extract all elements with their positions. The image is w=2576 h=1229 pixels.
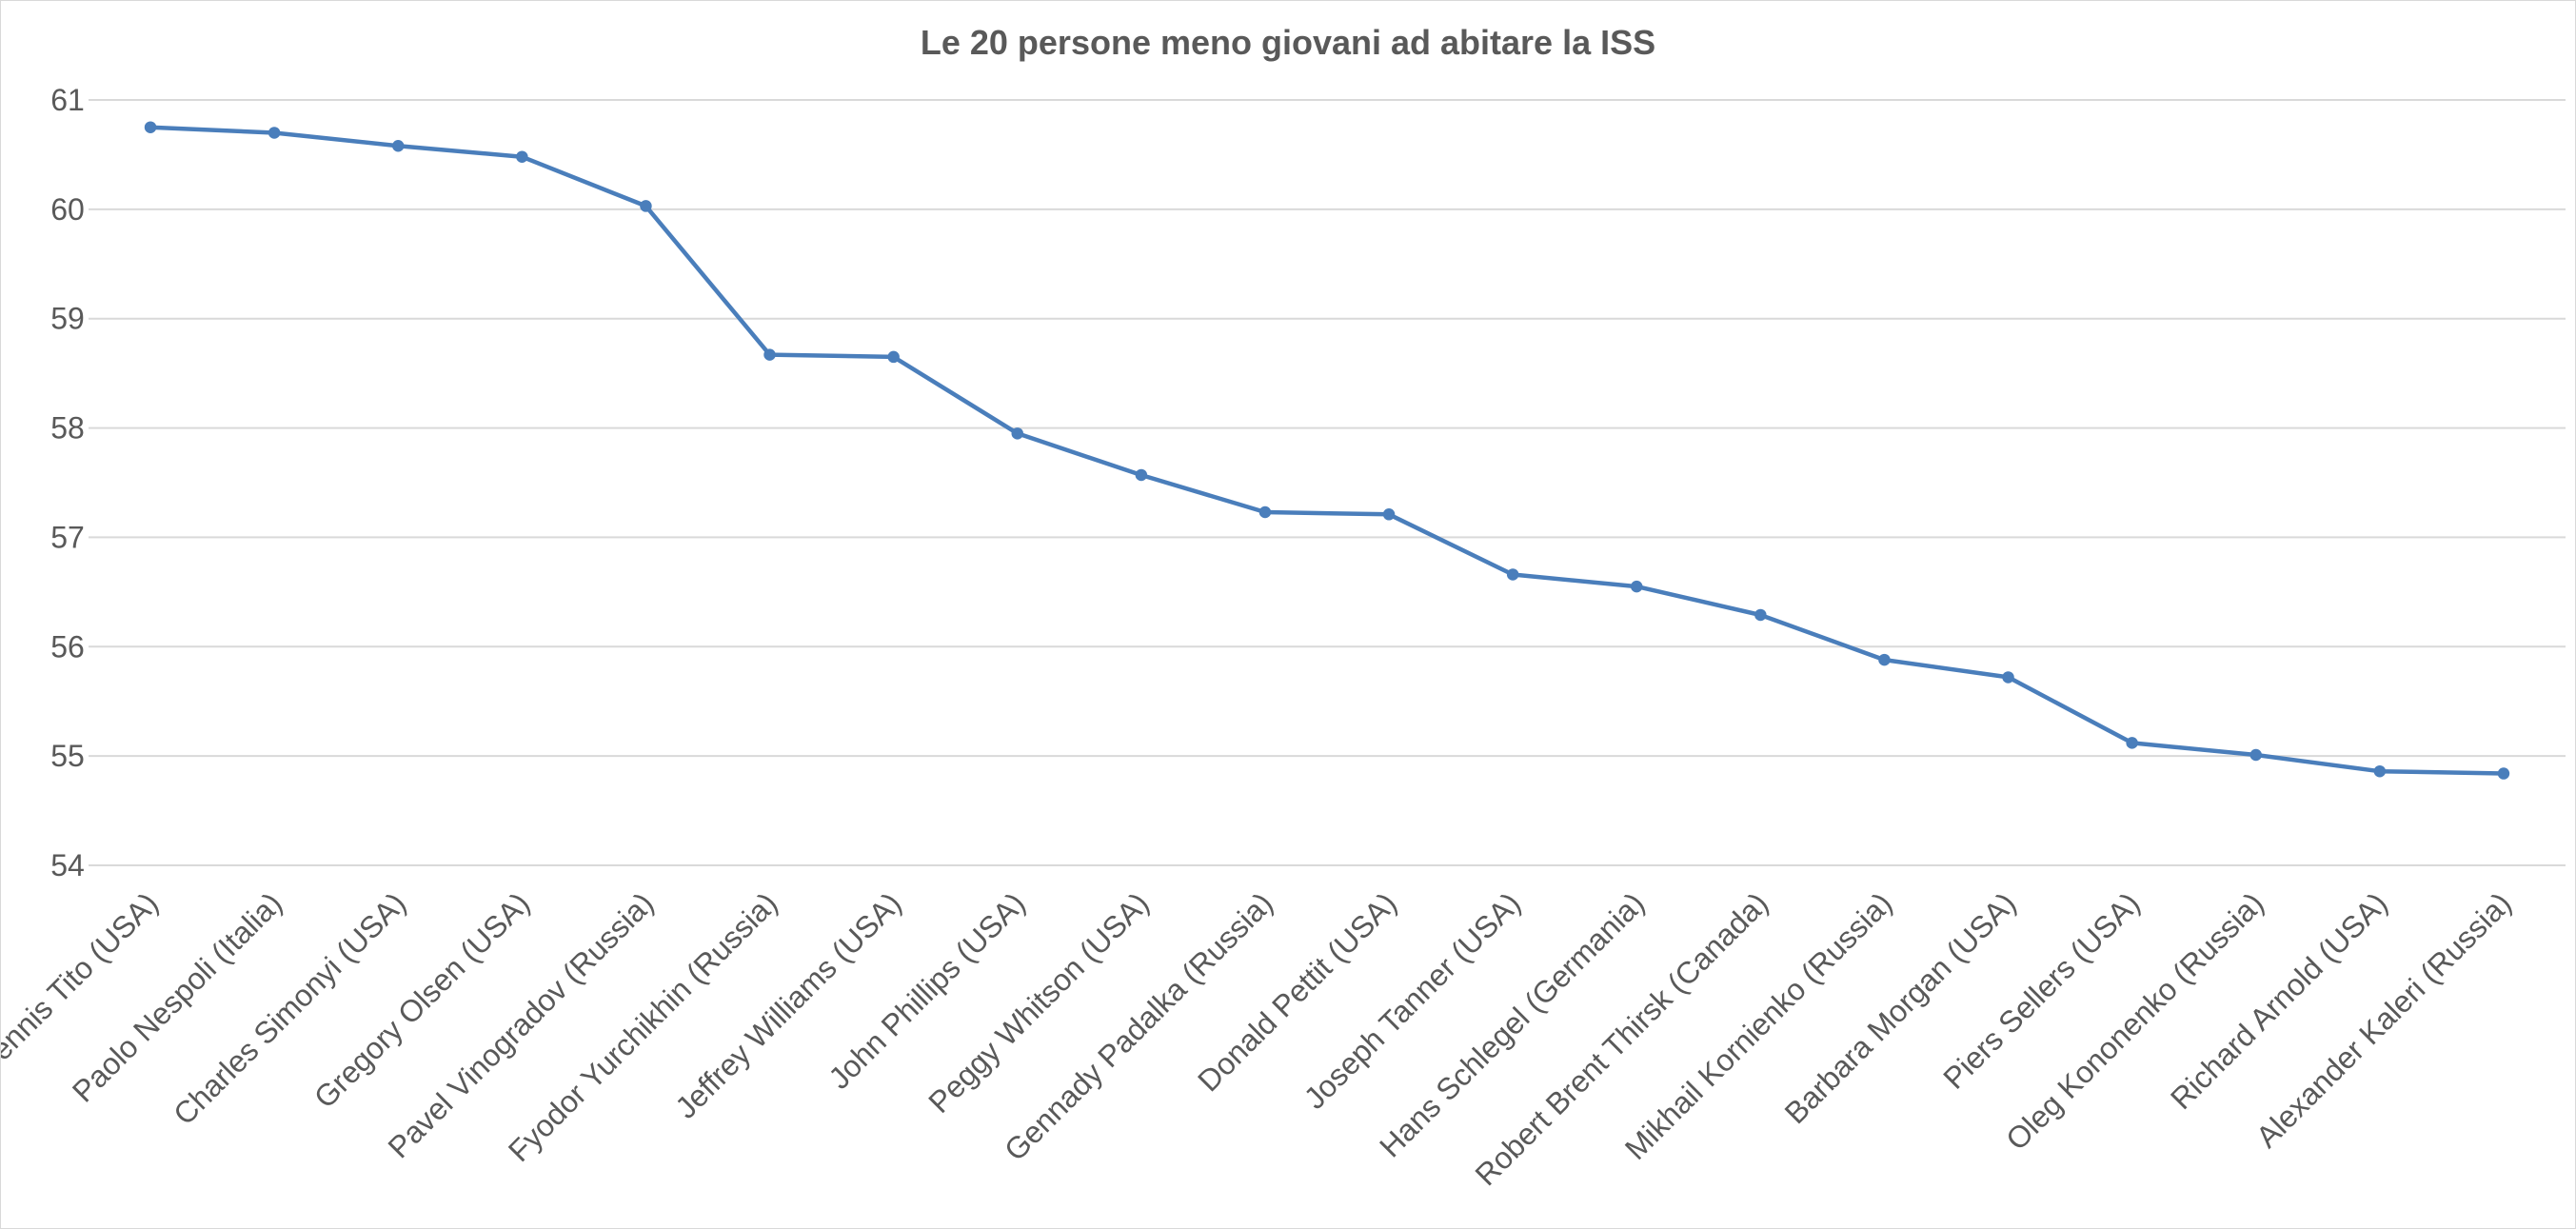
chart-title: Le 20 persone meno giovani ad abitare la…	[921, 23, 1655, 62]
data-point	[887, 350, 900, 364]
y-tick-label: 58	[50, 411, 85, 446]
x-tick-label: Hans Schlegel (Germania)	[1373, 885, 1651, 1163]
y-tick-label: 57	[50, 520, 85, 554]
x-tick-label: Alexander Kaleri (Russia)	[2249, 885, 2518, 1154]
x-tick-label: Jeffrey Williams (USA)	[668, 885, 907, 1124]
x-tick-label: Joseph Tanner (USA)	[1298, 885, 1527, 1115]
data-point	[2002, 671, 2014, 684]
x-tick-label: Richard Arnold (USA)	[2164, 885, 2394, 1116]
data-point	[640, 200, 652, 212]
data-point	[516, 150, 528, 163]
data-point	[2373, 764, 2387, 778]
x-tick-label: Charles Simonyi (USA)	[167, 885, 412, 1131]
data-point	[1135, 468, 1148, 482]
series-line	[148, 125, 2507, 776]
data-point	[144, 121, 157, 133]
data-point	[1754, 608, 1767, 622]
y-tick-label: 54	[50, 848, 85, 882]
series-layer	[144, 121, 2510, 780]
gridlines	[89, 99, 2566, 866]
x-tick-label: Paolo Nespoli (Italia)	[66, 885, 288, 1108]
data-point	[2497, 767, 2510, 780]
y-tick-label: 55	[50, 739, 85, 773]
data-point	[1631, 580, 1643, 593]
y-tick-label: 61	[50, 83, 85, 117]
x-tick-label: Mikhail Kornienko (Russia)	[1618, 885, 1899, 1166]
x-axis-ticks: Dennis Tito (USA)Paolo Nespoli (Italia)C…	[1, 885, 2518, 1192]
y-tick-label: 60	[50, 192, 85, 227]
data-point	[2126, 737, 2138, 749]
data-point	[1258, 505, 1272, 519]
data-point	[1506, 568, 1519, 581]
y-tick-label: 56	[50, 629, 85, 664]
data-point	[392, 139, 405, 152]
x-tick-label: Barbara Morgan (USA)	[1778, 885, 2023, 1130]
x-tick-label: Gregory Olsen (USA)	[307, 885, 536, 1114]
data-point	[763, 348, 776, 361]
data-point	[1382, 508, 1396, 521]
x-tick-label: Oleg Kononenko (Russia)	[1999, 885, 2270, 1157]
data-point	[1011, 427, 1023, 440]
data-point	[1878, 653, 1891, 666]
x-tick-label: Pavel Vinogradov (Russia)	[381, 885, 660, 1164]
data-point	[268, 127, 281, 139]
y-tick-label: 59	[50, 302, 85, 336]
x-tick-label: Peggy Whitson (USA)	[921, 885, 1156, 1120]
data-point	[2249, 748, 2262, 762]
y-axis-ticks: 54 55 56 57 58 59 60 61	[50, 83, 85, 882]
